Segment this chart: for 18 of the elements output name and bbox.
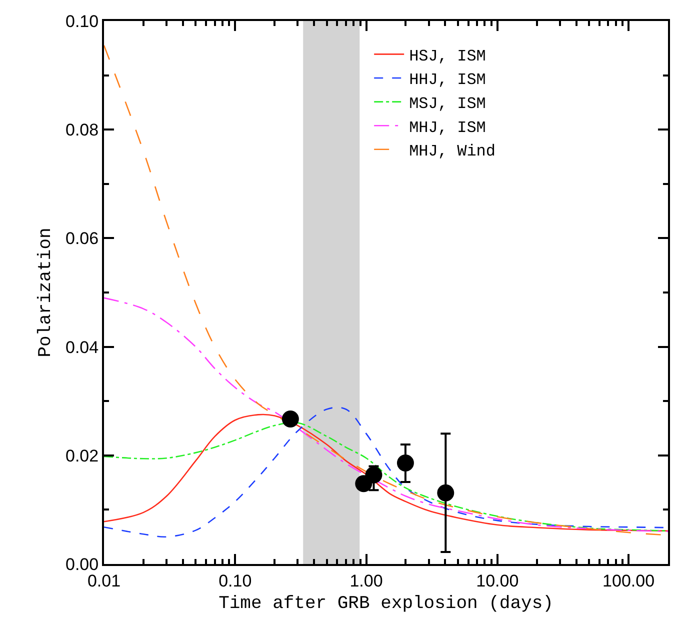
legend-label: HSJ, ISM (409, 47, 486, 66)
x-tick-label: 100.00 (602, 571, 655, 590)
y-tick-label: 0.08 (66, 120, 99, 140)
y-tick-label: 0.10 (66, 12, 99, 31)
x-tick-label: 0.10 (218, 571, 252, 590)
x-tick-label: 0.01 (87, 571, 121, 590)
legend-label: MHJ, Wind (409, 142, 496, 161)
y-tick-label: 0.00 (66, 554, 99, 574)
y-axis-title: Polarization (36, 228, 56, 358)
x-tick-label: 10.00 (476, 571, 519, 590)
y-tick-label: 0.06 (66, 229, 99, 248)
x-tick-label: 1.00 (350, 571, 383, 590)
x-axis-title: Time after GRB explosion (days) (218, 594, 554, 614)
legend-label: MSJ, ISM (409, 95, 486, 114)
y-tick-label: 0.02 (66, 446, 99, 466)
y-tick-label: 0.04 (66, 338, 99, 357)
legend-label: MHJ, ISM (409, 118, 486, 137)
legend-label: HHJ, ISM (409, 71, 486, 90)
